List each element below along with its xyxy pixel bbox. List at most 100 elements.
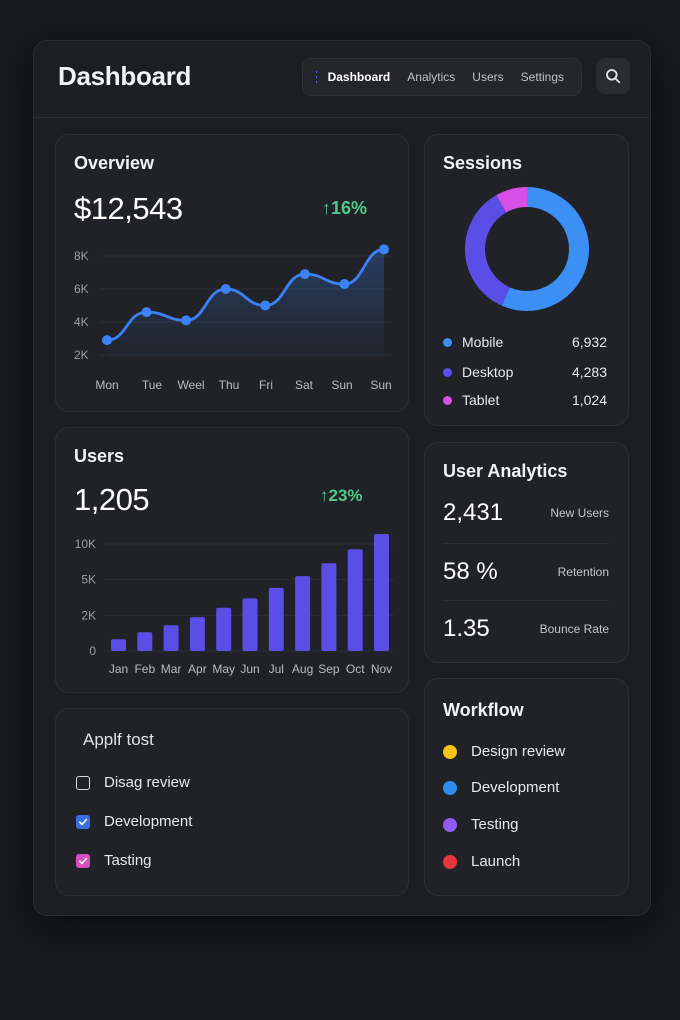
legend-label: Desktop	[462, 364, 514, 380]
y-tick-label: 2K	[74, 348, 89, 362]
x-tick-label: Apr	[188, 662, 207, 676]
x-tick-label: Fri	[259, 378, 273, 392]
x-tick-label: May	[212, 662, 235, 676]
stat-label: Retention	[557, 565, 609, 579]
nav-item-users[interactable]: Users	[472, 70, 504, 84]
nav-item-settings[interactable]: Settings	[520, 70, 564, 84]
overview-card: Overview $12,543 ↑16% 8K 6K 4K 2K Mon Tue Weel…	[55, 134, 409, 412]
legend-label: Mobile	[462, 334, 504, 350]
users-change-value: 23%	[328, 486, 363, 505]
workflow-card: Workflow Design review Development Testi…	[424, 678, 629, 896]
user-analytics-card: User Analytics 2,431 New Users 58 % Rete…	[424, 442, 629, 663]
desktop-swatch	[443, 367, 452, 377]
top-nav: Dashboard Analytics Users Settings	[302, 58, 582, 96]
stat-new-users: 2,431 New Users	[443, 485, 609, 541]
legend-item-mobile: Mobile 6,932	[443, 334, 607, 350]
x-tick-label: Mar	[161, 662, 182, 676]
users-title: Users	[74, 446, 125, 466]
arrow-up-icon: ↑	[320, 486, 329, 505]
data-point	[181, 315, 192, 326]
x-tick-label: Feb	[134, 662, 155, 676]
task-item[interactable]: Tasting	[76, 852, 152, 869]
workflow-label: Launch	[471, 853, 521, 870]
task-label: Disag review	[104, 774, 190, 791]
tasks-title: Applf tost	[83, 730, 154, 749]
task-item[interactable]: Disag review	[76, 774, 190, 791]
users-value: 1,205	[74, 482, 150, 517]
bar	[163, 625, 179, 651]
data-point	[141, 307, 152, 318]
nav-item-dashboard[interactable]: Dashboard	[327, 70, 391, 84]
bar	[295, 576, 311, 651]
bar	[111, 639, 126, 651]
search-icon	[606, 69, 621, 84]
workflow-label: Development	[471, 779, 560, 796]
checkbox-unchecked[interactable]	[76, 775, 90, 790]
checkmark-icon	[78, 857, 88, 864]
checkmark-icon	[78, 818, 88, 825]
users-bar-chart: 10K 5K 2K 0 Jan Feb Mar Apr May Jun Jul Aug Sep Oct No…	[75, 534, 394, 676]
x-tick-label: Sep	[318, 662, 340, 676]
overview-value: $12,543	[74, 191, 183, 226]
x-tick-label: Jul	[269, 662, 284, 676]
search-button[interactable]	[596, 58, 630, 94]
x-tick-label: Aug	[292, 662, 313, 676]
stat-value: 58 %	[443, 558, 498, 585]
x-tick-label: Thu	[219, 378, 240, 392]
menu-icon[interactable]	[316, 71, 317, 83]
legend-value: 6,932	[571, 334, 607, 350]
user-analytics-title: User Analytics	[443, 461, 568, 481]
nav-item-analytics[interactable]: Analytics	[407, 70, 456, 84]
workflow-item: Development	[443, 779, 559, 796]
data-point	[102, 335, 112, 346]
page-title: Dashboard	[58, 61, 192, 91]
task-item[interactable]: Development	[76, 813, 192, 830]
bar	[189, 617, 205, 651]
bar	[216, 607, 232, 651]
workflow-item: Testing	[443, 816, 519, 833]
tablet-swatch	[443, 395, 452, 405]
checkbox-checked[interactable]	[76, 853, 90, 868]
workflow-item: Launch	[443, 853, 520, 870]
status-dot-yellow	[443, 744, 457, 759]
y-tick-label: 8K	[74, 249, 89, 263]
x-tick-label: Tue	[142, 378, 163, 392]
donut-slice	[465, 187, 589, 311]
donut-slice	[465, 187, 589, 311]
stat-divider	[443, 600, 609, 601]
bar	[268, 587, 284, 651]
y-tick-label: 0	[89, 644, 96, 658]
y-tick-label: 6K	[74, 282, 89, 296]
bar	[137, 632, 153, 651]
legend-item-tablet: Tablet 1,024	[443, 392, 607, 408]
status-dot-purple	[443, 817, 457, 832]
bar	[347, 549, 363, 651]
workflow-item: Design review	[443, 743, 565, 760]
stat-retention: 58 % Retention	[443, 544, 609, 600]
users-change: ↑23%	[320, 486, 363, 506]
bar	[242, 598, 258, 651]
overview-title: Overview	[74, 153, 155, 173]
users-card: Users 1,205 ↑23% 10K 5K 2K 0 Jan Feb Mar Apr May…	[55, 427, 409, 693]
x-tick-label: Mon	[95, 378, 118, 392]
x-tick-label: Sat	[295, 378, 314, 392]
legend-item-desktop: Desktop 4,283	[443, 364, 607, 380]
mobile-swatch	[443, 337, 452, 347]
stat-label: Bounce Rate	[539, 622, 609, 636]
legend-value: 1,024	[571, 392, 607, 408]
x-tick-label: Weel	[177, 378, 204, 392]
x-tick-label: Sun	[370, 378, 391, 392]
stat-value: 1.35	[443, 615, 490, 642]
stat-bounce-rate: 1.35 Bounce Rate	[443, 601, 609, 657]
overview-change: ↑16%	[322, 198, 367, 219]
sessions-card: Sessions Mobile 6,932 Desktop 4,283 Tabl…	[424, 134, 629, 426]
y-tick-label: 5K	[81, 573, 96, 587]
data-point	[299, 269, 310, 280]
bar	[321, 563, 337, 651]
y-tick-label: 10K	[75, 537, 96, 551]
checkbox-checked[interactable]	[76, 814, 90, 829]
data-point	[379, 244, 389, 255]
task-label: Development	[104, 813, 193, 830]
status-dot-blue	[443, 780, 457, 795]
x-tick-label: Sun	[331, 378, 352, 392]
